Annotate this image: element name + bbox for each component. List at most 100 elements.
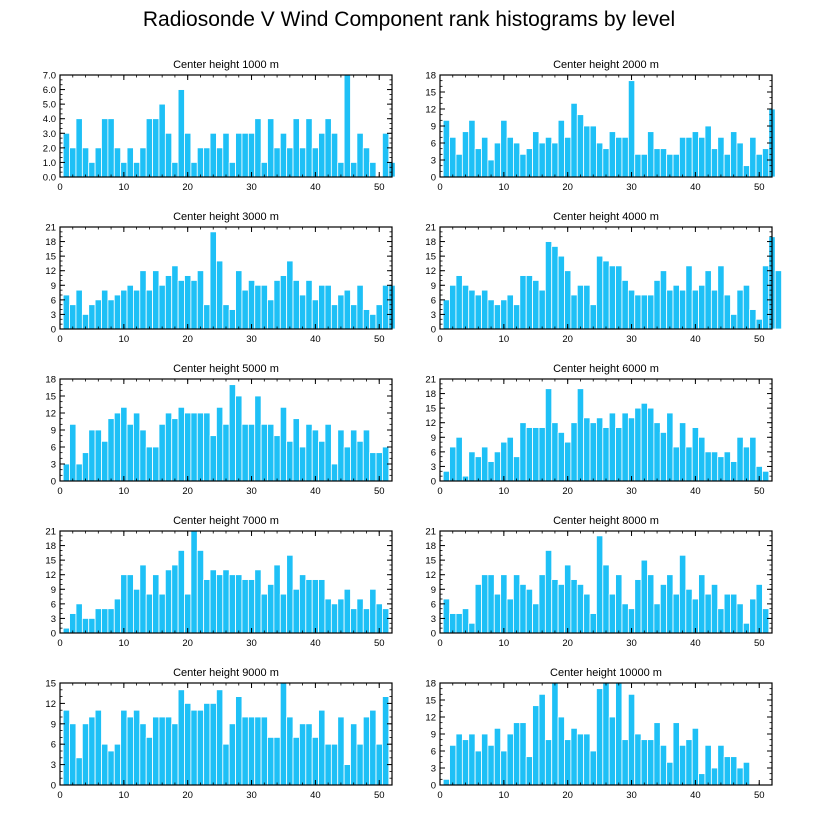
histogram-bar: [279, 132, 288, 178]
histogram-bar: [544, 136, 553, 178]
y-tick-label: 21: [425, 527, 436, 538]
histogram-bar: [506, 598, 514, 634]
histogram-bar: [209, 231, 217, 330]
histogram-bar: [755, 584, 763, 634]
histogram-bar: [69, 723, 77, 786]
histogram-bar: [525, 275, 533, 330]
x-tick-label: 30: [246, 334, 257, 345]
histogram-bar: [126, 423, 134, 482]
histogram-bar: [634, 733, 642, 786]
x-tick-label: 30: [626, 334, 637, 345]
panel-title: Center height 4000 m: [553, 211, 659, 223]
histogram-bar: [126, 574, 134, 634]
histogram-bar: [659, 744, 668, 786]
histogram-bar: [602, 427, 610, 482]
histogram-bar: [449, 136, 457, 178]
histogram-bar: [698, 773, 706, 786]
x-tick-label: 20: [562, 182, 573, 193]
histogram-bar: [723, 451, 731, 482]
x-tick-label: 20: [182, 638, 193, 649]
histogram-bar: [749, 598, 757, 634]
histogram-bar: [506, 733, 514, 786]
histogram-bar: [324, 118, 332, 178]
histogram-bar: [647, 407, 655, 482]
y-tick-label: 0: [431, 781, 436, 792]
histogram-bar: [685, 265, 693, 330]
histogram-bar: [532, 603, 540, 634]
histogram-bar: [730, 593, 738, 634]
histogram-bar: [653, 148, 661, 178]
histogram-bar: [698, 574, 706, 634]
histogram-bar: [710, 767, 719, 786]
y-tick-label: 6: [51, 443, 56, 454]
histogram-bar: [69, 613, 77, 634]
histogram-bar: [107, 750, 115, 786]
histogram-bar: [126, 284, 134, 330]
histogram-bar: [113, 743, 122, 786]
histogram-bar: [647, 294, 655, 330]
histogram-panel: Center height 5000 m 0 3 6 9 12 15 18 0 10 20 30 40 5…: [45, 363, 393, 497]
histogram-bar: [749, 436, 757, 482]
histogram-bar: [94, 429, 102, 482]
histogram-bar: [375, 743, 383, 786]
histogram-bar: [330, 463, 339, 482]
histogram-bar: [107, 299, 115, 330]
histogram-bar: [723, 153, 731, 178]
histogram-bar: [94, 608, 102, 634]
histogram-bar: [362, 309, 371, 330]
histogram-bar: [209, 569, 217, 634]
x-tick-label: 40: [310, 334, 321, 345]
histogram-bar: [576, 114, 585, 178]
x-tick-label: 0: [437, 638, 442, 649]
histogram-bar: [474, 750, 482, 786]
y-tick-label: 18: [45, 541, 56, 552]
histogram-bar: [260, 284, 268, 330]
x-tick-label: 40: [690, 486, 701, 497]
histogram-panel: Center height 10000 m 0 3 6 9 12 15 18 0 10 20 30 40…: [425, 667, 773, 801]
x-tick-label: 50: [754, 182, 765, 193]
histogram-bar: [203, 147, 211, 178]
histogram-bar: [615, 574, 623, 634]
x-tick-label: 0: [57, 334, 62, 345]
histogram-bar: [723, 294, 731, 330]
histogram-bar: [691, 131, 699, 178]
histogram-bar: [247, 716, 256, 786]
histogram-bar: [513, 456, 521, 482]
bars: [62, 384, 390, 482]
histogram-bar: [356, 284, 364, 330]
histogram-bar: [260, 423, 268, 482]
histogram-bar: [723, 593, 731, 634]
histogram-bar: [557, 584, 565, 634]
y-tick-label: 21: [425, 375, 436, 386]
histogram-bar: [369, 452, 377, 482]
x-tick-label: 30: [246, 790, 257, 801]
histogram-bar: [608, 131, 616, 178]
histogram-bar: [139, 147, 147, 178]
histogram-bar: [449, 446, 457, 482]
x-tick-label: 0: [57, 638, 62, 649]
histogram-bar: [145, 737, 153, 786]
histogram-bar: [487, 744, 495, 786]
x-tick-label: 0: [437, 182, 442, 193]
histogram-bar: [311, 579, 319, 634]
histogram-bar: [318, 709, 326, 786]
histogram-bar: [184, 275, 192, 330]
histogram-bar: [519, 422, 527, 482]
y-tick-label: 15: [45, 252, 56, 263]
histogram-bar: [196, 709, 205, 786]
histogram-bar: [717, 608, 725, 634]
histogram-bar: [177, 550, 185, 634]
histogram-bar: [596, 535, 604, 634]
histogram-bar: [570, 579, 578, 634]
histogram-bar: [75, 463, 83, 482]
histogram-bar: [190, 709, 198, 786]
histogram-bar: [762, 608, 770, 634]
y-tick-label: 18: [425, 679, 436, 690]
histogram-bar: [254, 118, 262, 178]
x-tick-label: 10: [119, 638, 130, 649]
histogram-bar: [382, 284, 390, 330]
x-tick-label: 30: [626, 638, 637, 649]
histogram-bar: [203, 412, 211, 482]
x-tick-label: 40: [690, 334, 701, 345]
histogram-bar: [203, 304, 211, 330]
